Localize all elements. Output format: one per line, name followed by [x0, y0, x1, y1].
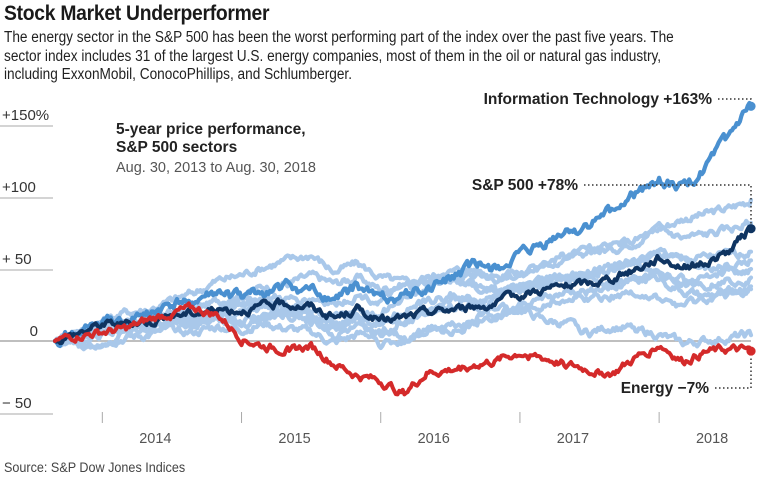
x-axis-ticks: 2014 2015 2016 2017 2018 [101, 412, 728, 447]
chart-title: 5-year price performance, [116, 121, 306, 138]
description-line: sector index includes 31 of the largest … [4, 47, 662, 65]
y-tick-label: + 50 [2, 251, 32, 268]
annotations: Information Technology +163% S&P 500 +78%… [472, 91, 756, 397]
x-tick-label: 2014 [139, 431, 171, 447]
series-line-energy [53, 301, 753, 397]
x-tick-label: 2016 [418, 431, 450, 447]
source-note: Source: S&P Dow Jones Indices [4, 459, 186, 475]
x-tick-label: 2018 [696, 431, 728, 447]
description: The energy sector in the S&P 500 has bee… [4, 29, 734, 85]
label-information-technology: Information Technology +163% [484, 91, 713, 108]
end-dot-s-p-500 [746, 224, 756, 234]
series-lines [52, 100, 754, 397]
description-line: including ExxonMobil, ConocoPhillips, an… [4, 66, 353, 83]
page-title: Stock Market Underperformer [4, 2, 270, 25]
leader-line-energy [715, 356, 752, 389]
y-axis-ticks: +150% +100 + 50 0 − 50 [2, 107, 49, 412]
series-line-information-technology [52, 100, 754, 349]
end-dot-energy [746, 346, 756, 356]
end-dot-information-technology [746, 101, 756, 111]
y-tick-label: − 50 [2, 395, 32, 412]
y-tick-label: +150% [2, 107, 49, 124]
x-tick-label: 2015 [278, 431, 310, 447]
chart-title-line2: S&P 500 sectors [116, 139, 237, 156]
x-tick-label: 2017 [557, 431, 589, 447]
y-tick-label: 0 [30, 323, 38, 340]
leader-line-s-p-500 [584, 184, 752, 224]
description-line: The energy sector in the S&P 500 has bee… [4, 29, 674, 46]
series-line-health-care [52, 218, 754, 345]
label-s-p-500: S&P 500 +78% [472, 177, 578, 194]
series-line-telecommunication-services [52, 293, 754, 352]
leader-line-information-technology [718, 98, 752, 102]
chart-subtitle: Aug. 30, 2013 to Aug. 30, 2018 [116, 160, 316, 176]
label-energy: Energy −7% [621, 380, 710, 397]
y-tick-label: +100 [2, 179, 36, 196]
